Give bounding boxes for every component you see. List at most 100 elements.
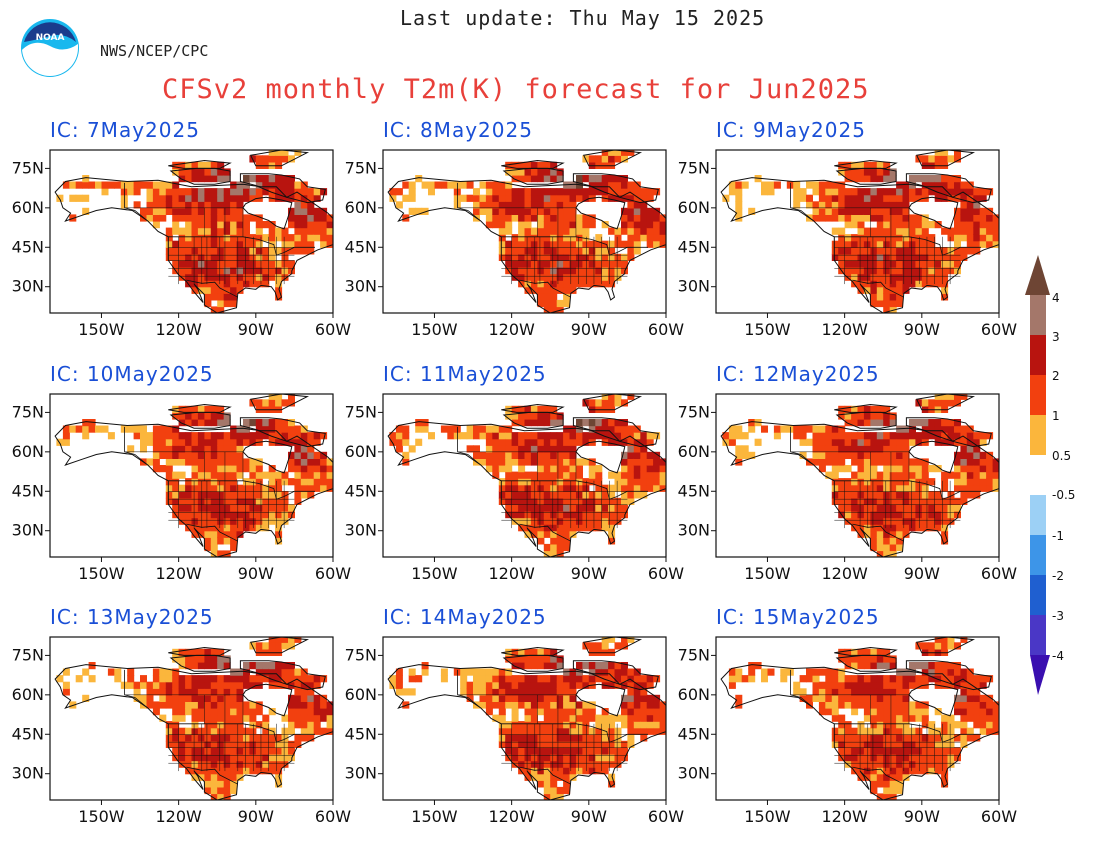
anomaly-cell <box>838 491 846 499</box>
anomaly-cell <box>883 405 891 413</box>
anomaly-cell <box>941 714 949 722</box>
anomaly-cell <box>326 721 333 729</box>
anomaly-cell <box>313 727 321 735</box>
anomaly-cell <box>915 767 923 775</box>
anomaly-cell <box>172 504 180 512</box>
anomaly-cell <box>262 267 270 275</box>
anomaly-cell <box>479 207 487 215</box>
anomaly-cell <box>114 668 122 676</box>
anomaly-cell <box>838 648 846 656</box>
anomaly-cell <box>530 168 538 176</box>
anomaly-cell <box>851 754 859 762</box>
anomaly-cell <box>236 524 244 532</box>
anomaly-cell <box>979 714 987 722</box>
anomaly-cell <box>960 458 968 466</box>
anomaly-cell <box>550 688 558 696</box>
anomaly-cell <box>659 727 666 735</box>
anomaly-cell <box>249 721 257 729</box>
lat-label: 75N <box>678 645 710 664</box>
anomaly-cell <box>524 484 532 492</box>
anomaly-cell <box>230 767 238 775</box>
anomaly-cell <box>281 511 289 519</box>
anomaly-cell <box>947 227 955 235</box>
anomaly-cells <box>728 637 999 800</box>
anomaly-cell <box>204 491 212 499</box>
anomaly-cell <box>992 701 999 709</box>
anomaly-cell <box>966 694 974 702</box>
anomaly-cell <box>294 181 302 189</box>
anomaly-cell <box>255 471 263 479</box>
anomaly-cell <box>172 168 180 176</box>
anomaly-cell <box>236 188 244 196</box>
anomaly-cell <box>243 260 250 268</box>
anomaly-cell <box>966 227 974 235</box>
anomaly-cell <box>979 721 987 729</box>
anomaly-cell <box>633 701 641 709</box>
anomaly-cell <box>402 688 410 696</box>
anomaly-cell <box>550 793 558 800</box>
anomaly-cell <box>498 714 506 722</box>
anomaly-cell <box>960 668 968 676</box>
anomaly-cell <box>876 648 884 656</box>
anomaly-cell <box>210 445 218 453</box>
anomaly-cell <box>851 194 859 202</box>
anomaly-cell <box>281 247 289 255</box>
anomaly-cell <box>889 478 897 486</box>
anomaly-cell <box>402 181 410 189</box>
anomaly-cell <box>883 286 891 294</box>
anomaly-cell <box>320 478 328 486</box>
colorbar-label-minus-3: -3 <box>1052 609 1064 623</box>
anomaly-cell <box>307 681 315 689</box>
lon-label: 120W <box>821 320 868 339</box>
anomaly-cell <box>960 227 968 235</box>
anomaly-cell <box>217 221 225 229</box>
anomaly-cell <box>518 484 526 492</box>
anomaly-cell <box>844 273 852 281</box>
anomaly-cell <box>941 754 949 762</box>
anomaly-cell <box>876 530 884 538</box>
anomaly-cell <box>275 668 283 676</box>
anomaly-cell <box>569 708 577 716</box>
anomaly-cell <box>863 740 871 748</box>
anomaly-cell <box>204 471 212 479</box>
anomaly-cell <box>230 708 238 716</box>
anomaly-cell <box>595 234 603 242</box>
anomaly-cell <box>595 714 603 722</box>
anomaly-cell <box>588 214 596 222</box>
anomaly-cell <box>741 445 749 453</box>
anomaly-cell <box>537 286 545 294</box>
anomaly-cell <box>928 740 936 748</box>
state-boundaries <box>790 451 961 529</box>
anomaly-cell <box>992 721 999 729</box>
anomaly-cell <box>889 537 897 545</box>
anomaly-cell <box>236 207 244 215</box>
anomaly-cell <box>627 221 635 229</box>
anomaly-cell <box>588 240 596 248</box>
anomaly-cell <box>185 234 193 242</box>
anomaly-cell <box>851 273 859 281</box>
anomaly-cell <box>857 253 865 261</box>
anomaly-cell <box>640 445 648 453</box>
anomaly-cell <box>191 701 199 709</box>
anomaly-cell <box>741 451 749 459</box>
anomaly-cell <box>799 188 807 196</box>
anomaly-cell <box>217 688 225 696</box>
anomaly-cell <box>524 451 532 459</box>
anomaly-cell <box>576 221 583 229</box>
anomaly-cell <box>530 438 538 446</box>
anomaly-cell <box>960 247 968 255</box>
anomaly-cell <box>485 701 493 709</box>
anomaly-cell <box>896 234 904 242</box>
anomaly-cell <box>511 214 519 222</box>
anomaly-cell <box>281 155 289 163</box>
anomaly-cell <box>896 484 904 492</box>
anomaly-cell <box>262 517 270 525</box>
anomaly-cell <box>210 504 218 512</box>
anomaly-cell <box>646 675 654 683</box>
anomaly-cell <box>505 194 513 202</box>
anomaly-cell <box>281 240 289 248</box>
anomaly-cell <box>217 747 225 755</box>
anomaly-cell <box>492 471 500 479</box>
anomaly-cell <box>230 688 238 696</box>
anomaly-cell <box>960 714 968 722</box>
